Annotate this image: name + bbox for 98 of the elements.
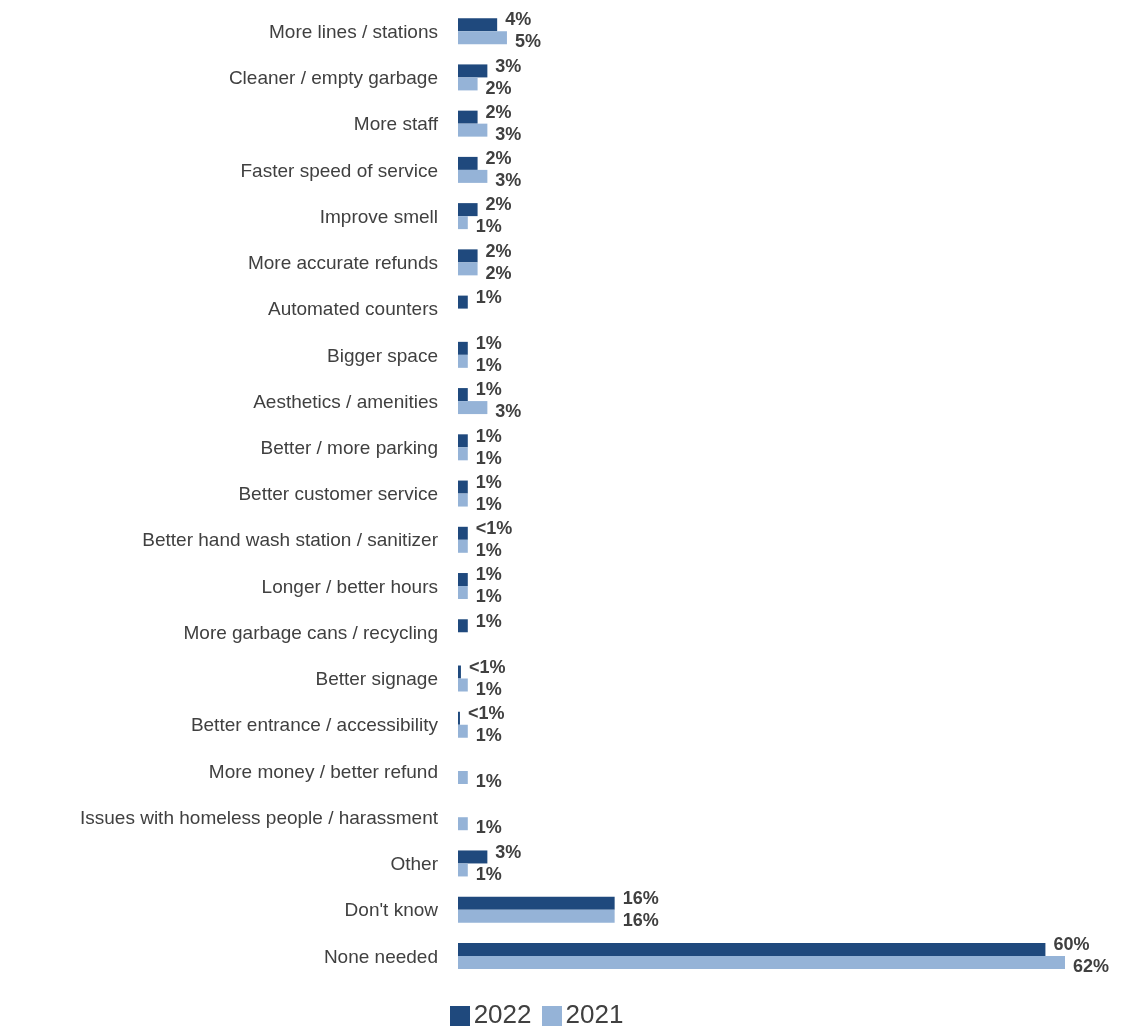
data-label: 1%: [475, 817, 502, 838]
data-label: 1%: [475, 610, 502, 631]
data-label: 1%: [475, 863, 502, 884]
y-tick-label: Issues with homeless people / harassment: [79, 806, 439, 828]
bar: [458, 18, 498, 32]
bar: [458, 123, 488, 137]
data-label: 1%: [475, 540, 502, 561]
bar: [458, 955, 1065, 969]
bar: [458, 354, 468, 368]
y-tick-label: Improve smell: [319, 205, 438, 227]
data-label: 60%: [1053, 934, 1090, 955]
data-label: 2%: [485, 262, 512, 283]
data-label: <1%: [467, 702, 505, 723]
bar: [458, 295, 468, 309]
bar: [458, 156, 478, 170]
bar: [458, 77, 478, 91]
data-label: 1%: [475, 678, 502, 699]
data-label: 3%: [495, 55, 522, 76]
y-tick-label: Better hand wash station / sanitizer: [142, 529, 439, 551]
data-label: 1%: [475, 355, 502, 376]
bar: [458, 169, 488, 183]
y-tick-label: More accurate refunds: [247, 252, 438, 274]
bar: [458, 573, 468, 587]
bar: [458, 850, 488, 864]
bar: [458, 896, 615, 910]
data-label: 1%: [475, 425, 502, 446]
y-tick-label: Longer / better hours: [261, 575, 438, 597]
data-label: 2%: [485, 148, 512, 169]
y-tick-label: Other: [390, 853, 439, 875]
data-label: 2%: [485, 240, 512, 261]
bar: [458, 110, 478, 124]
data-label: 1%: [475, 771, 502, 792]
bar: [458, 724, 468, 738]
bar: [458, 493, 468, 507]
y-tick-label: Better / more parking: [260, 437, 438, 459]
data-label: 1%: [475, 564, 502, 585]
data-label: 1%: [475, 471, 502, 492]
data-label: 2%: [485, 101, 512, 122]
data-label: 4%: [505, 9, 532, 30]
legend-label: 2021: [565, 999, 624, 1029]
y-tick-label: More money / better refund: [208, 760, 438, 782]
bar: [458, 434, 468, 448]
bar: [458, 216, 468, 230]
data-label: 16%: [622, 909, 659, 930]
data-label: 3%: [495, 401, 522, 422]
bar: [458, 539, 468, 553]
bar: [458, 262, 478, 276]
data-label: 62%: [1073, 956, 1110, 977]
y-tick-label: Automated counters: [267, 298, 438, 320]
data-label: 1%: [475, 379, 502, 400]
bar: [458, 526, 468, 540]
bar: [458, 942, 1046, 956]
data-label: 1%: [475, 724, 502, 745]
y-tick-label: Cleaner / empty garbage: [228, 67, 438, 89]
bar: [458, 401, 488, 415]
data-label: 1%: [475, 493, 502, 514]
data-label: 2%: [485, 194, 512, 215]
data-label: <1%: [468, 656, 506, 677]
y-tick-label: More staff: [353, 113, 439, 135]
bar: [458, 249, 478, 263]
bar: [458, 388, 468, 402]
data-label: 2%: [485, 77, 512, 98]
bar: [458, 665, 461, 679]
y-tick-label: Bigger space: [327, 344, 438, 366]
y-tick-label: None needed: [323, 945, 438, 967]
data-label: 1%: [475, 216, 502, 237]
bar: [458, 31, 507, 45]
data-label: 1%: [475, 586, 502, 607]
bar: [458, 586, 468, 600]
data-label: 1%: [475, 286, 502, 307]
bar: [458, 64, 488, 78]
y-tick-label: Aesthetics / amenities: [253, 390, 438, 412]
bar: [458, 203, 478, 217]
y-tick-label: Better customer service: [238, 483, 438, 505]
y-tick-label: Faster speed of service: [240, 159, 438, 181]
legend-label: 2022: [473, 999, 532, 1029]
y-tick-label: Better entrance / accessibility: [190, 714, 439, 736]
data-label: 1%: [475, 447, 502, 468]
data-label: 3%: [495, 170, 522, 191]
bar: [458, 817, 468, 831]
bar: [458, 341, 468, 355]
y-tick-label: More lines / stations: [269, 20, 438, 42]
y-tick-label: Better signage: [315, 668, 438, 690]
bar: [458, 480, 468, 494]
data-label: <1%: [475, 518, 513, 539]
bar: [458, 678, 468, 692]
y-tick-label: Don't know: [344, 899, 439, 921]
data-label: 3%: [495, 123, 522, 144]
data-label: 3%: [495, 841, 522, 862]
bar: [458, 619, 468, 633]
bar: [458, 863, 468, 877]
bar: [458, 447, 468, 461]
data-label: 5%: [514, 31, 541, 52]
data-label: 1%: [475, 333, 502, 354]
y-tick-label: More garbage cans / recycling: [183, 621, 438, 643]
data-label: 16%: [622, 887, 659, 908]
bar: [458, 909, 615, 923]
bar: [458, 770, 468, 784]
